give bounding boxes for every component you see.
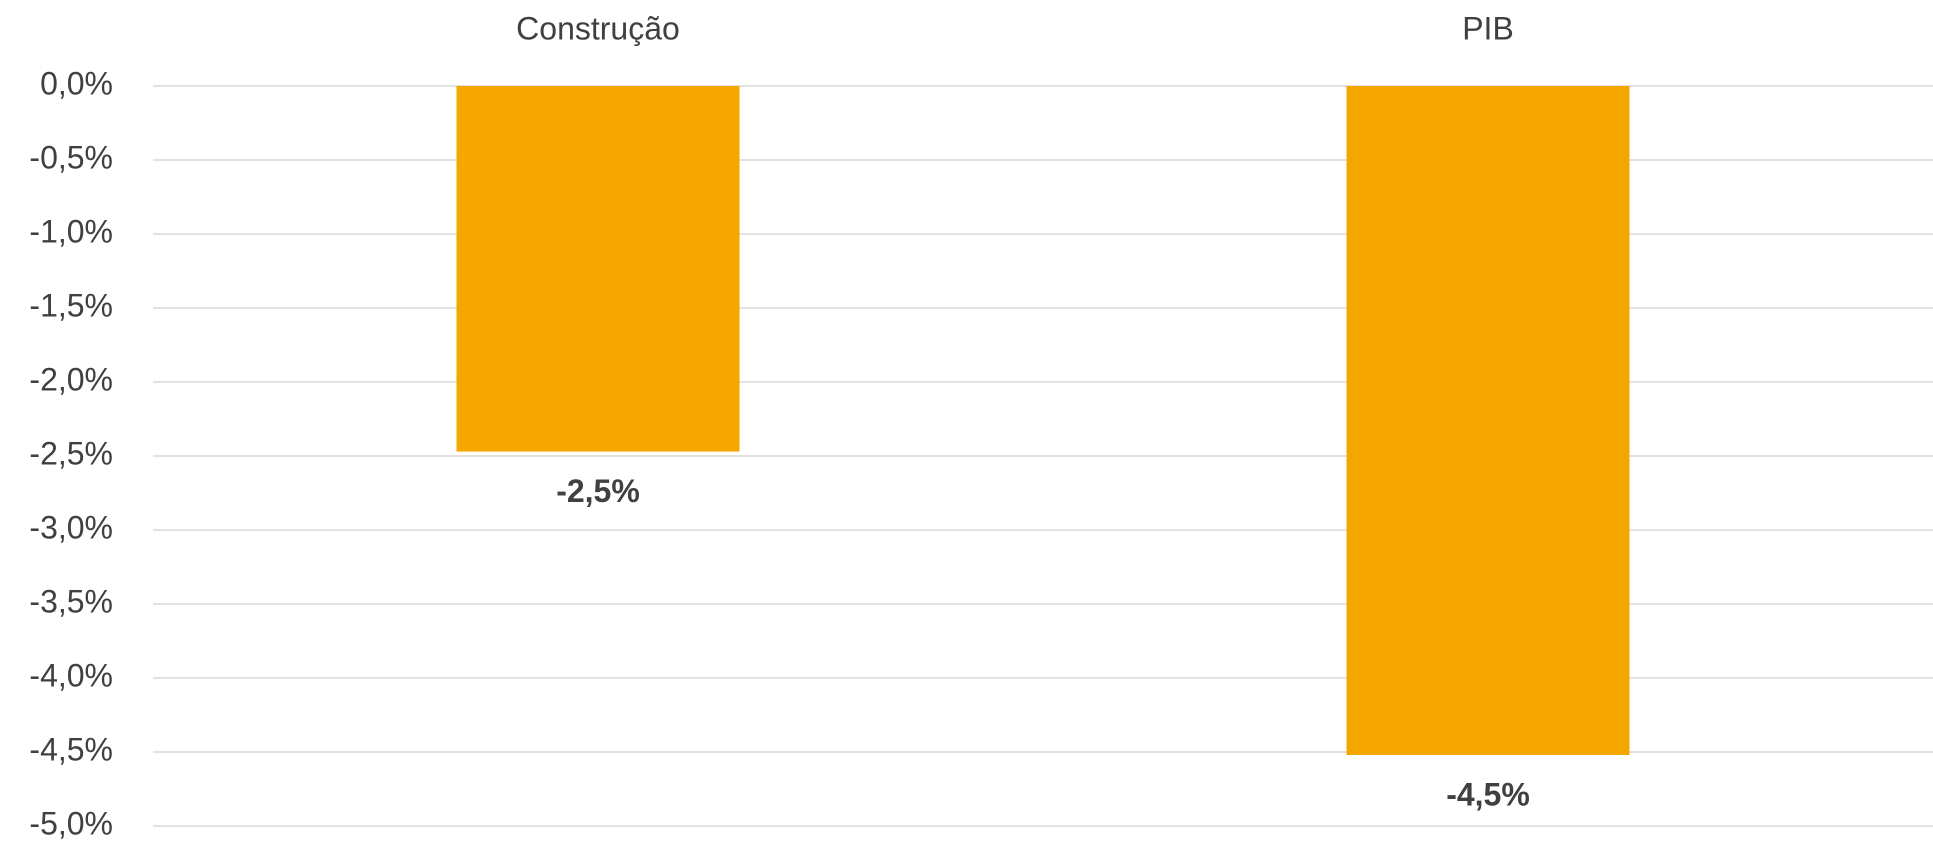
y-tick-label: -4,5% (29, 731, 113, 767)
y-tick-label: -3,0% (29, 509, 113, 545)
x-tick-label: PIB (1462, 10, 1514, 46)
bar (456, 86, 740, 452)
y-tick-label: -4,0% (29, 657, 113, 693)
y-tick-label: -3,5% (29, 583, 113, 619)
y-tick-label: 0,0% (40, 65, 113, 101)
x-tick-label: Construção (516, 10, 680, 46)
y-tick-label: -1,5% (29, 287, 113, 323)
y-tick-label: -2,5% (29, 435, 113, 471)
data-label: -4,5% (1446, 776, 1530, 812)
y-tick-label: -5,0% (29, 805, 113, 841)
data-label: -2,5% (556, 473, 640, 509)
y-tick-label: -0,5% (29, 139, 113, 175)
bar (1346, 86, 1630, 755)
y-tick-label: -1,0% (29, 213, 113, 249)
y-tick-label: -2,0% (29, 361, 113, 397)
